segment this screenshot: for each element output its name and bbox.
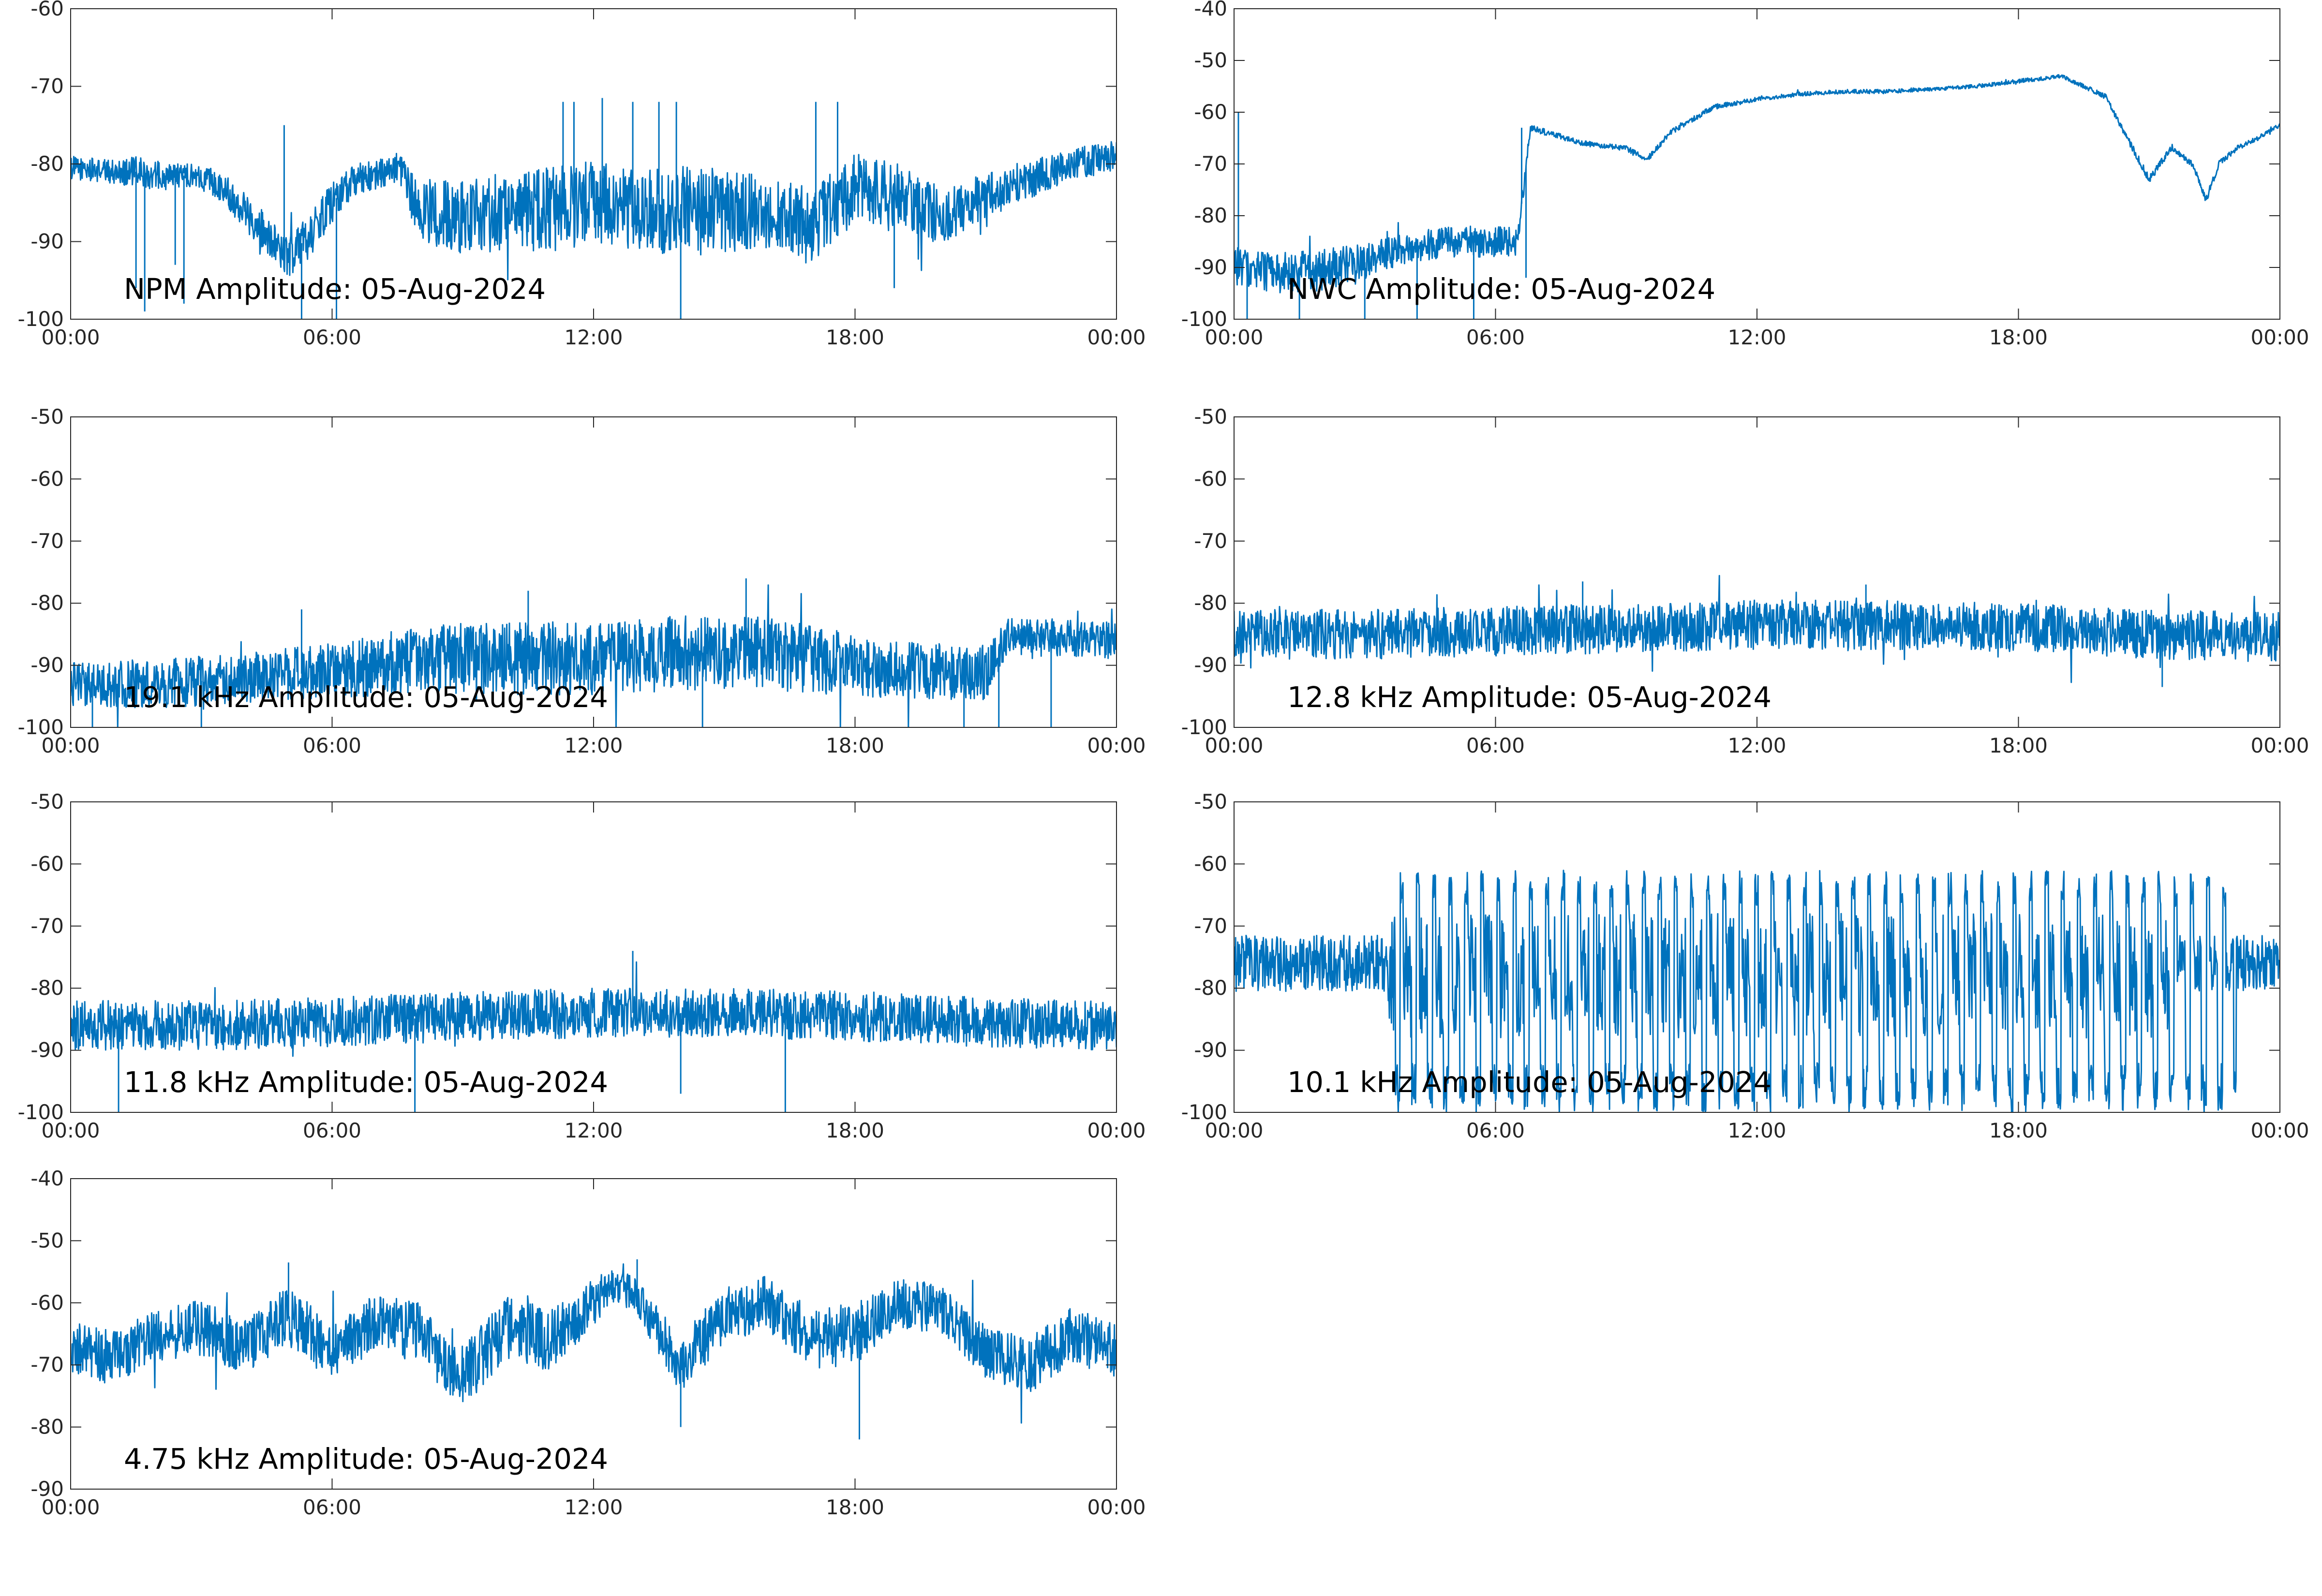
x-tick-label: 00:00 <box>41 1495 100 1519</box>
y-tick-label: -90 <box>30 1038 64 1062</box>
x-tick-label: 06:00 <box>1466 1119 1525 1142</box>
x-tick-label: 00:00 <box>41 1119 100 1142</box>
x-tick-label: 00:00 <box>2250 734 2309 757</box>
chart-panel-1: -100 -90 -80 -70 -60 00:00 06:00 12:00 18:00 00:0… <box>18 0 1146 349</box>
panel-title: 11.8 kHz Amplitude: 05-Aug-2024 <box>124 1065 608 1099</box>
x-tick-label: 12:00 <box>1727 734 1786 757</box>
x-tick-label: 00:00 <box>2250 1119 2309 1142</box>
panel-title: 12.8 kHz Amplitude: 05-Aug-2024 <box>1287 680 1771 714</box>
y-tick-label: -50 <box>30 790 64 813</box>
y-tick-label: -80 <box>30 976 64 1000</box>
y-tick-label: -80 <box>30 1415 64 1439</box>
panel-title: 10.1 kHz Amplitude: 05-Aug-2024 <box>1287 1065 1771 1099</box>
y-tick-label: -100 <box>1181 307 1227 331</box>
x-tick-label: 06:00 <box>303 325 361 349</box>
panel-title: NPM Amplitude: 05-Aug-2024 <box>124 272 546 306</box>
data-trace <box>71 584 1116 727</box>
x-tick-label: 00:00 <box>41 734 100 757</box>
y-tick-label: -90 <box>30 1477 64 1501</box>
x-tick-label: 18:00 <box>826 1119 884 1142</box>
chart-panel-2: -100 -90 -80 -70 -60 -50 -40 00:00 06:00 12:00 18:… <box>1181 0 2309 349</box>
y-tick-label: -90 <box>1194 1038 1227 1062</box>
y-tick-label: -80 <box>30 591 64 615</box>
y-tick-label: -70 <box>30 1353 64 1376</box>
data-trace <box>1234 870 2280 1112</box>
y-tick-label: -60 <box>1194 467 1227 490</box>
y-tick-label: -60 <box>30 467 64 490</box>
y-tick-label: -50 <box>30 1228 64 1252</box>
chart-panel-7: -90 -80 -70 -60 -50 -40 00:00 06:00 12:00 18:00 00… <box>30 1167 1146 1519</box>
y-tick-label: -50 <box>30 405 64 429</box>
y-tick-label: -60 <box>30 852 64 875</box>
x-tick-label: 12:00 <box>564 1119 623 1142</box>
y-tick-label: -90 <box>30 230 64 253</box>
x-tick-label: 18:00 <box>1989 1119 2048 1142</box>
y-tick-label: -80 <box>30 152 64 176</box>
y-tick-label: -80 <box>1194 204 1227 227</box>
y-tick-label: -80 <box>1194 591 1227 615</box>
y-tick-label: -60 <box>1194 852 1227 875</box>
y-tick-label: -90 <box>1194 653 1227 677</box>
y-tick-label: -90 <box>30 653 64 677</box>
x-tick-label: 06:00 <box>1466 734 1525 757</box>
x-tick-label: 12:00 <box>564 325 623 349</box>
data-trace <box>71 1263 1116 1424</box>
x-tick-label: 18:00 <box>1989 734 2048 757</box>
x-tick-label: 06:00 <box>303 1495 361 1519</box>
x-tick-label: 00:00 <box>1205 325 1263 349</box>
chart-panel-6: -100 -90 -80 -70 -60 -50 00:00 06:00 12:00 18:00 0… <box>1181 790 2309 1142</box>
panel-title: 19.1 kHz Amplitude: 05-Aug-2024 <box>124 680 608 714</box>
data-trace <box>71 961 1116 1057</box>
y-tick-label: -60 <box>30 1291 64 1315</box>
y-tick-label: -70 <box>30 74 64 98</box>
y-tick-label: -70 <box>30 914 64 938</box>
x-tick-label: 18:00 <box>826 1495 884 1519</box>
x-tick-label: 12:00 <box>564 734 623 757</box>
x-tick-label: 12:00 <box>1727 325 1786 349</box>
y-tick-label: -90 <box>1194 255 1227 279</box>
x-tick-label: 00:00 <box>1205 734 1263 757</box>
x-tick-label: 06:00 <box>303 734 361 757</box>
data-trace <box>1234 74 2280 294</box>
panel-title: 4.75 kHz Amplitude: 05-Aug-2024 <box>124 1442 608 1476</box>
y-tick-label: -50 <box>1194 405 1227 429</box>
x-tick-label: 18:00 <box>826 325 884 349</box>
x-tick-label: 00:00 <box>1087 1495 1146 1519</box>
y-tick-label: -40 <box>30 1167 64 1190</box>
x-tick-label: 18:00 <box>826 734 884 757</box>
y-tick-label: -70 <box>1194 914 1227 938</box>
x-tick-label: 12:00 <box>564 1495 623 1519</box>
x-tick-label: 00:00 <box>1205 1119 1263 1142</box>
x-tick-label: 06:00 <box>303 1119 361 1142</box>
chart-panel-3: -100 -90 -80 -70 -60 -50 00:00 06:00 12:00 18:00 0… <box>18 405 1146 757</box>
y-tick-label: -50 <box>1194 48 1227 72</box>
data-trace <box>71 141 1116 281</box>
y-tick-label: -100 <box>18 307 64 331</box>
y-tick-label: -100 <box>1181 715 1227 739</box>
x-tick-label: 06:00 <box>1466 325 1525 349</box>
x-tick-label: 00:00 <box>2250 325 2309 349</box>
y-tick-label: -50 <box>1194 790 1227 813</box>
x-tick-label: 00:00 <box>41 325 100 349</box>
panel-title: NWC Amplitude: 05-Aug-2024 <box>1287 272 1715 306</box>
y-tick-label: -100 <box>18 715 64 739</box>
x-tick-label: 00:00 <box>1087 734 1146 757</box>
x-tick-label: 12:00 <box>1727 1119 1786 1142</box>
y-tick-label: -80 <box>1194 976 1227 1000</box>
data-trace <box>1234 575 2280 683</box>
y-tick-label: -100 <box>1181 1100 1227 1124</box>
y-tick-label: -100 <box>18 1100 64 1124</box>
y-tick-label: -70 <box>1194 152 1227 176</box>
y-tick-label: -70 <box>30 529 64 553</box>
x-tick-label: 00:00 <box>1087 1119 1146 1142</box>
chart-panel-5: -100 -90 -80 -70 -60 -50 00:00 06:00 12:00 18:00 0… <box>18 790 1146 1142</box>
y-tick-label: -60 <box>1194 100 1227 124</box>
y-tick-label: -70 <box>1194 529 1227 553</box>
x-tick-label: 00:00 <box>1087 325 1146 349</box>
y-tick-label: -40 <box>1194 0 1227 20</box>
y-tick-label: -60 <box>30 0 64 20</box>
chart-panel-4: -100 -90 -80 -70 -60 -50 00:00 06:00 12:00 18:00 0… <box>1181 405 2309 757</box>
x-tick-label: 18:00 <box>1989 325 2048 349</box>
